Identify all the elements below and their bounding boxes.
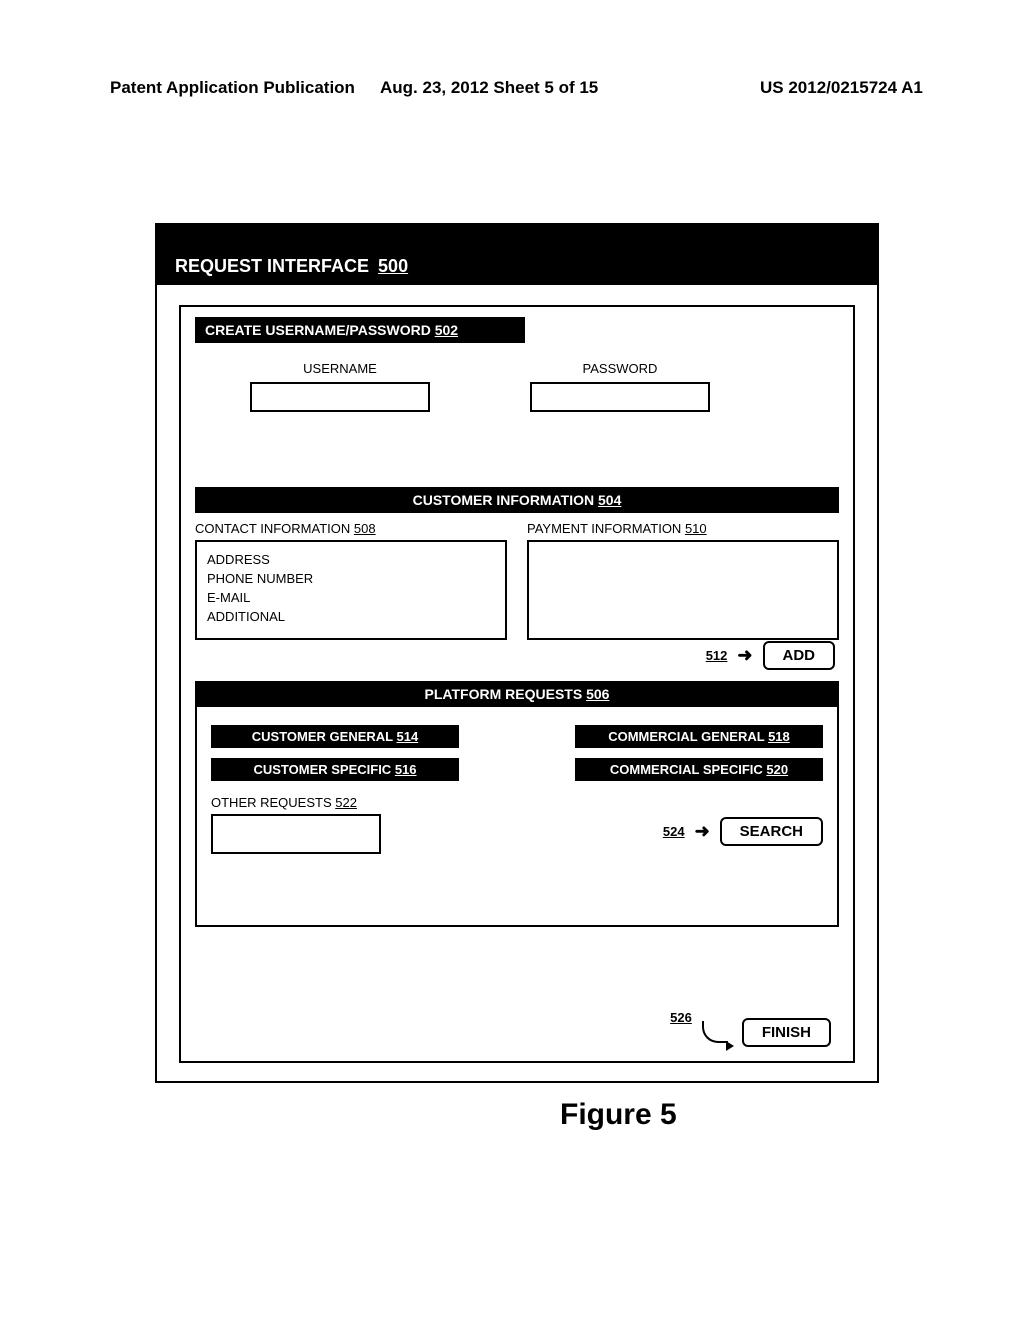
chip-commercial-general[interactable]: COMMERCIAL GENERAL 518 <box>575 725 823 748</box>
chip-ref: 516 <box>395 762 417 777</box>
curve-arrow-icon <box>702 1021 732 1047</box>
chip-ref: 520 <box>766 762 788 777</box>
arrow-icon: ➜ <box>695 821 710 842</box>
customer-bar-ref: 504 <box>598 492 621 508</box>
customer-bar-text: CUSTOMER INFORMATION <box>413 492 594 508</box>
contact-info-text: CONTACT INFORMATION <box>195 521 350 536</box>
figure-label: Figure 5 <box>560 1098 677 1132</box>
customer-section: CUSTOMER INFORMATION 504 CONTACT INFORMA… <box>195 487 839 640</box>
finish-row: 526 FINISH <box>670 1010 831 1047</box>
inner-panel: CREATE USERNAME/PASSWORD 502 USERNAME PA… <box>179 305 855 1063</box>
other-requests-text: OTHER REQUESTS <box>211 795 332 810</box>
credentials-bar-ref: 502 <box>435 322 458 338</box>
window-frame: REQUEST INTERFACE 500 CREATE USERNAME/PA… <box>155 223 879 1083</box>
credentials-bar: CREATE USERNAME/PASSWORD 502 <box>195 317 525 343</box>
contact-info-box[interactable]: ADDRESS PHONE NUMBER E-MAIL ADDITIONAL <box>195 540 507 640</box>
add-button[interactable]: ADD <box>763 641 836 670</box>
search-row: 524 ➜ SEARCH <box>663 817 823 846</box>
contact-line-phone: PHONE NUMBER <box>207 571 495 586</box>
finish-button[interactable]: FINISH <box>742 1018 831 1047</box>
chip-text: COMMERCIAL GENERAL <box>608 729 764 744</box>
chip-commercial-specific[interactable]: COMMERCIAL SPECIFIC 520 <box>575 758 823 781</box>
payment-info-label: PAYMENT INFORMATION 510 <box>527 521 839 536</box>
page: Patent Application Publication Aug. 23, … <box>0 0 1024 1320</box>
arrow-icon: ➜ <box>737 645 752 666</box>
customer-bar: CUSTOMER INFORMATION 504 <box>195 487 839 513</box>
chip-customer-general[interactable]: CUSTOMER GENERAL 514 <box>211 725 459 748</box>
chip-text: CUSTOMER SPECIFIC <box>253 762 391 777</box>
payment-info-ref: 510 <box>685 521 707 536</box>
platform-section: PLATFORM REQUESTS 506 CUSTOMER GENERAL 5… <box>195 681 839 927</box>
search-ref: 524 <box>663 824 685 839</box>
password-label: PASSWORD <box>583 361 658 376</box>
username-label: USERNAME <box>303 361 377 376</box>
add-row: 512 ➜ ADD <box>706 641 835 670</box>
payment-info-box[interactable] <box>527 540 839 640</box>
other-requests-ref: 522 <box>335 795 357 810</box>
chips-row-2: CUSTOMER SPECIFIC 516 COMMERCIAL SPECIFI… <box>211 758 823 781</box>
customer-body: CONTACT INFORMATION 508 ADDRESS PHONE NU… <box>195 521 839 640</box>
username-input[interactable] <box>250 382 430 412</box>
payment-info-col: PAYMENT INFORMATION 510 <box>527 521 839 640</box>
chip-ref: 518 <box>768 729 790 744</box>
chip-customer-specific[interactable]: CUSTOMER SPECIFIC 516 <box>211 758 459 781</box>
contact-line-email: E-MAIL <box>207 590 495 605</box>
payment-info-text: PAYMENT INFORMATION <box>527 521 681 536</box>
password-input[interactable] <box>530 382 710 412</box>
window-title: REQUEST INTERFACE 500 <box>157 247 877 285</box>
other-requests-label: OTHER REQUESTS 522 <box>211 795 381 810</box>
header-left: Patent Application Publication <box>110 78 355 98</box>
credentials-section: CREATE USERNAME/PASSWORD 502 USERNAME PA… <box>195 317 839 412</box>
other-requests-input[interactable] <box>211 814 381 854</box>
platform-bar-ref: 506 <box>586 686 609 702</box>
contact-info-ref: 508 <box>354 521 376 536</box>
password-col: PASSWORD <box>515 361 725 412</box>
credentials-bar-text: CREATE USERNAME/PASSWORD <box>205 322 431 338</box>
chip-ref: 514 <box>397 729 419 744</box>
credentials-fields: USERNAME PASSWORD <box>195 361 839 412</box>
platform-bar: PLATFORM REQUESTS 506 <box>195 681 839 707</box>
chip-text: CUSTOMER GENERAL <box>252 729 393 744</box>
chip-text: COMMERCIAL SPECIFIC <box>610 762 763 777</box>
other-requests-col: OTHER REQUESTS 522 <box>211 795 381 854</box>
titlebar-stripe <box>157 225 877 247</box>
finish-ref: 526 <box>670 1010 692 1025</box>
header-right: US 2012/0215724 A1 <box>760 78 923 98</box>
contact-line-address: ADDRESS <box>207 552 495 567</box>
platform-bar-text: PLATFORM REQUESTS <box>425 686 583 702</box>
contact-line-additional: ADDITIONAL <box>207 609 495 624</box>
contact-info-label: CONTACT INFORMATION 508 <box>195 521 507 536</box>
window-title-text: REQUEST INTERFACE <box>175 256 369 277</box>
chips-row-1: CUSTOMER GENERAL 514 COMMERCIAL GENERAL … <box>211 725 823 748</box>
window-title-ref: 500 <box>378 256 408 277</box>
username-col: USERNAME <box>235 361 445 412</box>
header-mid: Aug. 23, 2012 Sheet 5 of 15 <box>380 78 598 98</box>
contact-info-col: CONTACT INFORMATION 508 ADDRESS PHONE NU… <box>195 521 507 640</box>
search-button[interactable]: SEARCH <box>720 817 823 846</box>
add-ref: 512 <box>706 648 728 663</box>
